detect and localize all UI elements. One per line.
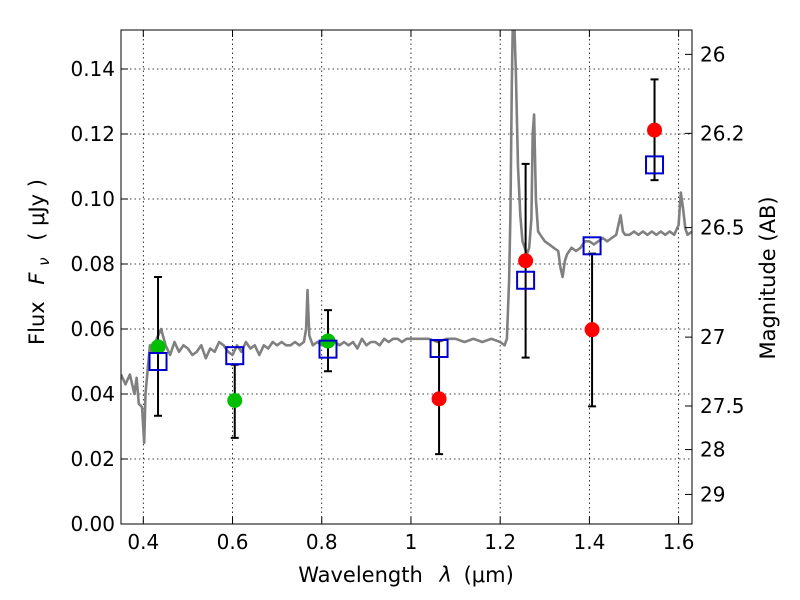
y-axis-label-unit: ( μJy ) — [25, 179, 49, 241]
model-square-point — [516, 270, 536, 290]
x-axis-label: Wavelength λ (μm) — [298, 563, 514, 587]
x-tick-label: 0.4 — [127, 530, 159, 554]
y-tick-label: 0.00 — [70, 512, 115, 536]
x-axis-label-unit: (μm) — [464, 563, 514, 587]
y-tick-label: 0.10 — [70, 187, 115, 211]
y2-axis-label: Magnitude (AB) — [756, 196, 780, 359]
x-tick-label: 1.4 — [573, 530, 605, 554]
y-tick-label: 0.02 — [70, 447, 115, 471]
mag-tick-label: 28 — [700, 438, 725, 462]
ticks: 0.4 0.6 0.8 1 1.2 1.4 1.6 0.00 0.02 0.04 0.06 0.08 0… — [70, 30, 745, 554]
y-tick-label: 0.12 — [70, 122, 115, 146]
x-tick-label: 0.8 — [306, 530, 338, 554]
y-axis-label-symbol: F — [25, 272, 49, 285]
mag-tick-label: 26 — [700, 42, 725, 66]
model-square-point — [582, 236, 602, 256]
red-point — [431, 391, 447, 407]
model-square-point — [225, 346, 245, 366]
plot-frame — [120, 29, 693, 525]
mag-tick-label: 27.5 — [700, 394, 745, 418]
x-axis-label-text: Wavelength — [298, 563, 423, 587]
red-point — [518, 253, 534, 269]
model-square-point — [148, 352, 168, 371]
y-axis-label: Flux F ν ( μJy ) — [25, 179, 54, 345]
y-tick-label: 0.06 — [70, 317, 115, 341]
model-square-point — [318, 339, 338, 359]
y-axis-label-text: Flux — [25, 301, 49, 345]
green-point — [150, 339, 166, 355]
mag-tick-label: 29 — [700, 482, 725, 506]
red-point — [584, 322, 600, 338]
spectrum-line — [121, 30, 692, 445]
green-point — [227, 393, 243, 408]
x-tick-label: 0.6 — [217, 530, 249, 554]
x-axis-label-symbol: λ — [438, 563, 451, 587]
red-point — [647, 122, 663, 138]
plot-area — [121, 30, 692, 456]
mag-tick-label: 26.2 — [700, 121, 745, 145]
x-tick-label: 1.2 — [484, 530, 516, 554]
y-tick-label: 0.04 — [70, 382, 115, 406]
mag-tick-label: 26.5 — [700, 216, 745, 240]
y-tick-label: 0.14 — [70, 57, 115, 81]
y-axis-label-subscript: ν — [35, 257, 53, 265]
model-square-point — [645, 155, 665, 175]
x-tick-label: 1.6 — [663, 530, 695, 554]
grid — [121, 30, 692, 524]
model-square-point — [429, 339, 449, 358]
x-tick-label: 1 — [405, 530, 418, 554]
mag-tick-label: 27 — [700, 325, 725, 349]
y-tick-label: 0.08 — [70, 252, 115, 276]
